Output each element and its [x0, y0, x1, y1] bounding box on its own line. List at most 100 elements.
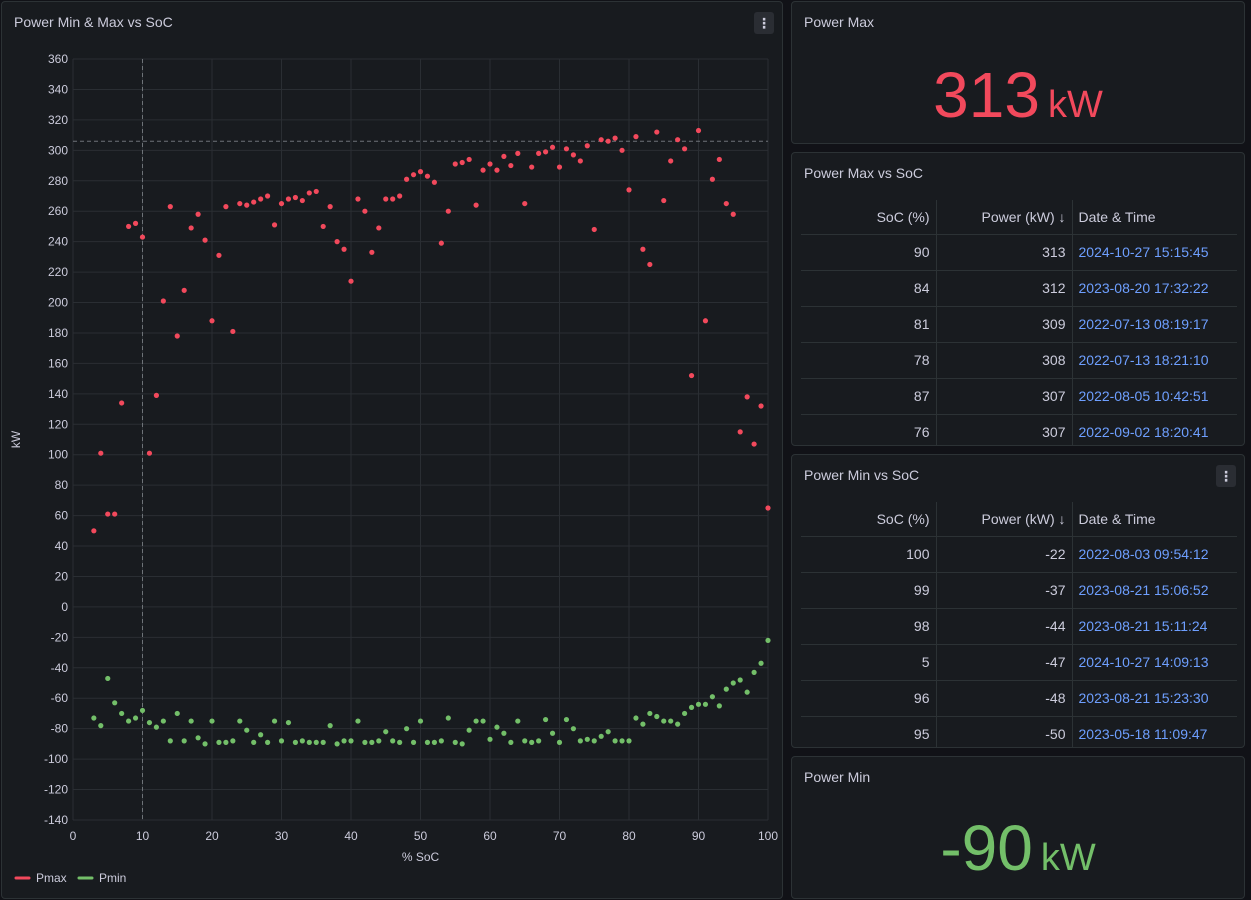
data-point-pmin — [765, 637, 771, 644]
data-point-pmax — [501, 153, 507, 160]
data-point-pmax — [278, 200, 285, 207]
data-point-pmax — [167, 204, 173, 210]
y-tick-label: 60 — [55, 509, 69, 523]
col-header-datetime[interactable]: Date & Time — [1072, 502, 1237, 537]
cell-datetime-link[interactable]: 2023-08-21 15:23:30 — [1072, 680, 1237, 717]
cell-datetime-link[interactable]: 2022-07-13 18:21:10 — [1072, 342, 1237, 379]
x-tick-label: 30 — [275, 829, 289, 843]
power-max-number: 313 — [933, 59, 1040, 131]
cell-datetime-link[interactable]: 2022-08-03 09:54:12 — [1072, 536, 1237, 573]
data-point-pmax — [661, 197, 667, 204]
power-min-table-panel: Power Min vs SoC ⋮ SoC (%) Power (kW) ↓ … — [791, 454, 1245, 748]
data-point-pmin — [126, 718, 132, 724]
data-point-pmax — [105, 511, 111, 517]
col-header-power[interactable]: Power (kW) ↓ — [936, 200, 1073, 235]
data-point-pmin — [278, 738, 285, 744]
col-header-soc[interactable]: SoC (%) — [801, 502, 937, 537]
cell-power: 309 — [936, 306, 1073, 343]
cell-soc: 99 — [801, 572, 937, 609]
cell-datetime-link[interactable]: 2022-09-02 18:20:41 — [1072, 414, 1237, 445]
cell-datetime-link[interactable]: 2022-08-05 10:42:51 — [1072, 378, 1237, 415]
y-tick-label: 20 — [55, 569, 69, 583]
cell-datetime-link[interactable]: 2023-08-21 15:06:52 — [1072, 572, 1237, 609]
data-point-pmax — [369, 249, 375, 255]
x-tick-label: 10 — [136, 829, 150, 843]
data-point-pmin — [119, 710, 125, 717]
cell-datetime-link[interactable]: 2022-07-13 08:19:17 — [1072, 306, 1237, 343]
data-point-pmin — [730, 680, 736, 686]
cell-datetime-link[interactable]: 2023-05-18 11:09:47 — [1072, 716, 1237, 747]
data-point-pmin — [661, 718, 667, 724]
data-point-pmax — [174, 333, 180, 339]
data-point-pmax — [543, 149, 549, 155]
col-header-soc[interactable]: SoC (%) — [801, 200, 937, 235]
data-point-pmax — [195, 211, 201, 217]
chart-panel-title: Power Min & Max vs SoC — [14, 14, 173, 30]
data-point-pmax — [473, 202, 479, 208]
cell-datetime-link[interactable]: 2024-10-27 15:15:45 — [1072, 234, 1237, 271]
data-point-pmax — [223, 204, 229, 210]
data-point-pmin — [146, 719, 153, 726]
data-point-pmin — [251, 739, 257, 745]
data-point-pmin — [195, 735, 201, 741]
power-min-title: Power Min — [804, 769, 871, 785]
data-point-pmax — [112, 511, 118, 517]
data-point-pmin — [237, 718, 243, 724]
data-point-pmax — [709, 176, 716, 182]
data-point-pmin — [153, 724, 159, 730]
data-point-pmin — [424, 739, 431, 745]
data-point-pmax — [438, 240, 444, 246]
table-row: 96 -48 2023-08-21 15:23:30 — [801, 680, 1237, 717]
data-point-pmax — [737, 429, 743, 435]
cell-power: -37 — [936, 572, 1073, 609]
data-point-pmin — [695, 701, 702, 707]
col-header-power[interactable]: Power (kW) ↓ — [936, 502, 1073, 537]
table-menu-icon[interactable]: ⋮ — [1216, 465, 1236, 487]
cell-power: 307 — [936, 378, 1073, 415]
cell-power: -22 — [936, 536, 1073, 573]
data-point-pmax — [424, 173, 431, 179]
data-point-pmax — [146, 450, 153, 456]
y-tick-label: 80 — [55, 478, 69, 492]
data-point-pmin — [91, 715, 97, 721]
data-point-pmax — [556, 164, 563, 170]
data-point-pmax — [341, 246, 347, 252]
data-point-pmin — [230, 738, 236, 744]
data-point-pmin — [459, 741, 465, 747]
y-tick-label: 160 — [48, 356, 68, 370]
data-point-pmin — [271, 718, 278, 724]
y-axis-label: kW — [9, 430, 23, 448]
cell-power: 307 — [936, 414, 1073, 445]
x-tick-label: 20 — [205, 829, 219, 843]
y-tick-label: 240 — [48, 235, 68, 249]
data-point-pmin — [536, 738, 542, 744]
chart-menu-icon[interactable]: ⋮ — [754, 12, 774, 34]
data-point-pmax — [675, 137, 681, 143]
cell-soc: 76 — [801, 414, 937, 445]
data-point-pmax — [563, 146, 570, 152]
data-point-pmin — [410, 739, 417, 745]
x-tick-label: 0 — [70, 829, 77, 843]
cell-datetime-link[interactable]: 2023-08-21 15:11:24 — [1072, 608, 1237, 645]
data-point-pmin — [751, 669, 757, 675]
data-point-pmax — [633, 134, 639, 140]
data-point-pmin — [244, 727, 250, 733]
cell-soc: 84 — [801, 270, 937, 307]
cell-datetime-link[interactable]: 2023-08-20 17:32:22 — [1072, 270, 1237, 307]
data-point-pmin — [313, 739, 319, 745]
data-point-pmax — [612, 135, 618, 141]
y-tick-label: 220 — [48, 265, 68, 279]
data-point-pmax — [723, 200, 729, 207]
x-tick-label: 50 — [414, 829, 428, 843]
data-point-pmin — [327, 723, 333, 729]
data-point-pmin — [570, 726, 577, 732]
data-point-pmax — [126, 223, 132, 230]
data-point-pmax — [397, 193, 403, 199]
power-min-stat-panel: Power Min -90 kW — [791, 756, 1245, 899]
data-point-pmin — [438, 738, 444, 744]
cell-power: 312 — [936, 270, 1073, 307]
data-point-pmax — [758, 403, 764, 409]
col-header-datetime[interactable]: Date & Time — [1072, 200, 1237, 235]
data-point-pmin — [181, 738, 187, 744]
cell-datetime-link[interactable]: 2024-10-27 14:09:13 — [1072, 644, 1237, 681]
